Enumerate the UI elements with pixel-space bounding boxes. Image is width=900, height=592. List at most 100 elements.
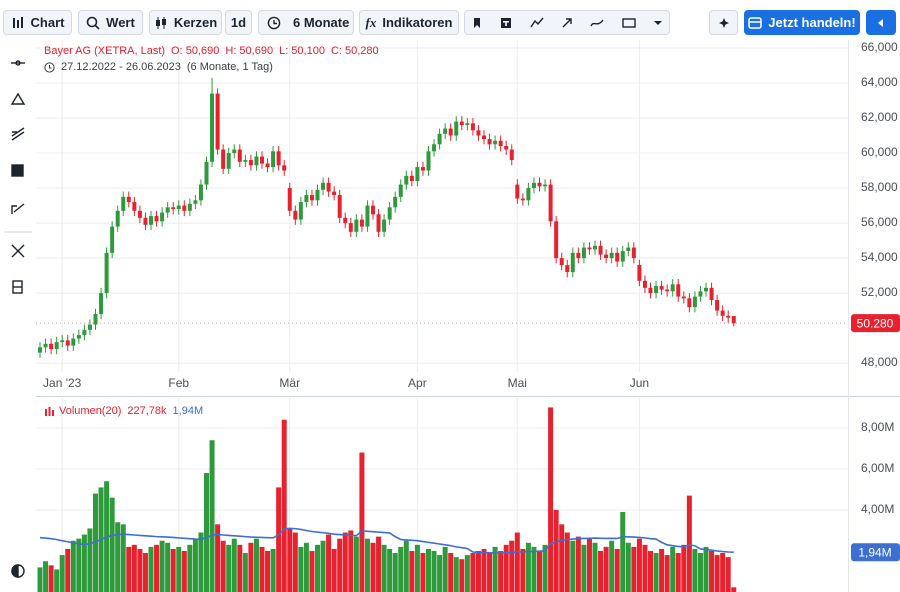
volume-bar — [525, 542, 531, 592]
candle-body — [154, 216, 159, 222]
candle-body — [304, 195, 309, 203]
candle-body — [593, 245, 597, 250]
y-tick-label: 60,000 — [861, 145, 898, 159]
candle-body — [470, 123, 475, 131]
candle-body — [254, 156, 259, 166]
icon — [718, 17, 729, 28]
volume-bar — [348, 530, 354, 592]
trade-button[interactable]: Jetzt handeln! — [744, 10, 860, 35]
volume-bar — [237, 544, 243, 592]
y-tick-label: 58,000 — [861, 180, 898, 194]
volume-bar — [642, 544, 648, 592]
ai-button[interactable] — [709, 10, 738, 35]
volume-bar — [93, 493, 98, 592]
volume-bar — [48, 565, 54, 592]
candle-body — [365, 205, 370, 227]
price-legend: Bayer AG (XETRA, Last) O: 50,690 H: 50,6… — [44, 45, 379, 57]
instrument: Bayer AG (XETRA, Last) — [44, 45, 166, 57]
range-button[interactable]: 6 Monate — [258, 10, 354, 35]
candle-body — [531, 182, 536, 189]
indicators-button[interactable]: fx Indikatoren — [359, 10, 459, 35]
volume-bar — [603, 546, 609, 592]
volume-bar — [287, 528, 293, 592]
candle-body — [193, 200, 198, 204]
volume-bar — [725, 557, 731, 592]
candle-body — [115, 210, 120, 227]
volume-bar — [464, 555, 470, 592]
volume-bar — [614, 548, 620, 592]
tool-icon[interactable] — [500, 17, 512, 29]
search-button[interactable]: Wert — [78, 10, 143, 35]
tool-icon[interactable] — [11, 244, 25, 258]
tool-icon[interactable] — [529, 17, 544, 29]
chart-button[interactable]: Chart — [3, 10, 72, 35]
volume-bar — [564, 532, 570, 592]
x-tick-label: Jun — [630, 376, 649, 390]
tool-icon[interactable] — [471, 17, 483, 29]
tool-icon[interactable] — [11, 127, 25, 141]
volume-bar — [192, 538, 198, 592]
candle-body — [509, 149, 514, 161]
drawing-tools — [464, 10, 670, 35]
clock-icon — [44, 61, 55, 73]
candle-body — [576, 252, 581, 259]
label: 1d — [230, 15, 247, 30]
style-button[interactable]: Kerzen — [149, 10, 222, 35]
tool-icon[interactable] — [10, 92, 26, 105]
candle-body — [515, 184, 520, 199]
ma-tag-label: 1,94M — [858, 545, 891, 559]
y-tick-label: 54,000 — [861, 250, 898, 264]
ohlc: C: 50,280 — [330, 45, 379, 57]
y-tick-label: 52,000 — [861, 285, 898, 299]
candle-body — [354, 219, 359, 232]
candle-body — [726, 315, 731, 318]
collapse-button[interactable] — [866, 10, 896, 35]
dropdown-icon[interactable] — [653, 19, 663, 27]
candle-body — [221, 149, 226, 169]
volume-bar — [309, 550, 315, 592]
volume-bar — [659, 548, 665, 592]
volume-bar — [431, 550, 437, 592]
tool-icon[interactable] — [11, 60, 25, 66]
ma-tag — [851, 543, 900, 562]
tool-icon[interactable] — [622, 17, 636, 29]
candle-body — [215, 93, 220, 150]
x-tick-label: Mai — [508, 376, 527, 390]
candle-body — [232, 149, 237, 154]
tool-icon[interactable] — [590, 17, 604, 29]
candle-body — [321, 182, 326, 190]
tool-icon[interactable] — [11, 203, 25, 214]
volume-bar — [359, 452, 365, 592]
volume-bar — [420, 553, 426, 592]
volume-bar — [509, 540, 515, 592]
volume-bar — [620, 512, 626, 592]
volume-bar — [76, 538, 82, 592]
tool-icon[interactable] — [12, 280, 23, 294]
candle-body — [615, 252, 620, 262]
theme-icon[interactable] — [11, 564, 25, 578]
volume-bar — [514, 532, 520, 592]
volume-bar — [292, 532, 298, 592]
candle-body — [526, 188, 531, 201]
volume-bar — [648, 550, 653, 592]
volume-bar — [320, 540, 326, 592]
candle-body — [565, 265, 570, 273]
candle-body — [343, 217, 348, 224]
interval-button[interactable]: 1d — [225, 10, 252, 35]
volume-bar — [159, 540, 165, 592]
volume-bar — [498, 550, 504, 592]
y-tick-label: 48,000 — [861, 355, 898, 369]
candle-body — [282, 165, 287, 171]
volume-bar — [598, 550, 604, 592]
volume-bar — [609, 540, 615, 592]
tool-icon[interactable] — [11, 164, 24, 177]
tool-icon[interactable] — [561, 17, 573, 29]
candle-body — [65, 340, 70, 346]
volume-bar — [181, 550, 187, 592]
volume-bar — [248, 542, 254, 592]
volume-bar — [709, 550, 715, 592]
volume-bar — [581, 544, 587, 592]
volume-bar — [453, 557, 459, 592]
